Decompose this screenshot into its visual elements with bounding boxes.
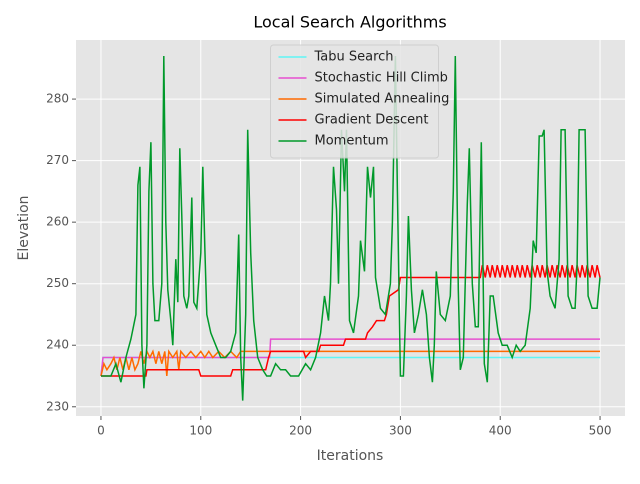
series-line [100,349,600,377]
x-tick-label: 200 [289,424,312,438]
y-tick-label: 270 [46,153,69,167]
x-tick-label: 100 [189,424,212,438]
series-line [101,265,601,377]
series-line [101,55,601,401]
y-axis-label: Elevation [16,195,32,260]
series-line [100,338,600,377]
legend-label: Tabu Search [314,50,394,65]
x-axis-label: Iterations [317,448,384,464]
y-tick-label: 260 [46,215,69,229]
x-tick-label: 400 [489,424,512,438]
y-tick-label: 280 [46,92,69,106]
y-tick-label: 230 [46,399,69,413]
y-tick-label: 250 [46,276,69,290]
legend-label: Simulated Annealing [315,92,450,107]
legend-label: Gradient Descent [315,113,429,128]
legend-label: Stochastic Hill Climb [315,71,448,86]
chart-title: Local Search Algorithms [253,13,446,32]
x-tick-label: 500 [589,424,612,438]
legend-label: Momentum [315,134,389,149]
lines [100,55,601,401]
y-tick-label: 240 [46,338,69,352]
x-tick-label: 300 [389,424,412,438]
legend-box [270,44,439,159]
legend: Tabu Search Stochastic Hill Climb Simulate… [270,44,450,159]
x-tick-label: 0 [97,424,105,438]
